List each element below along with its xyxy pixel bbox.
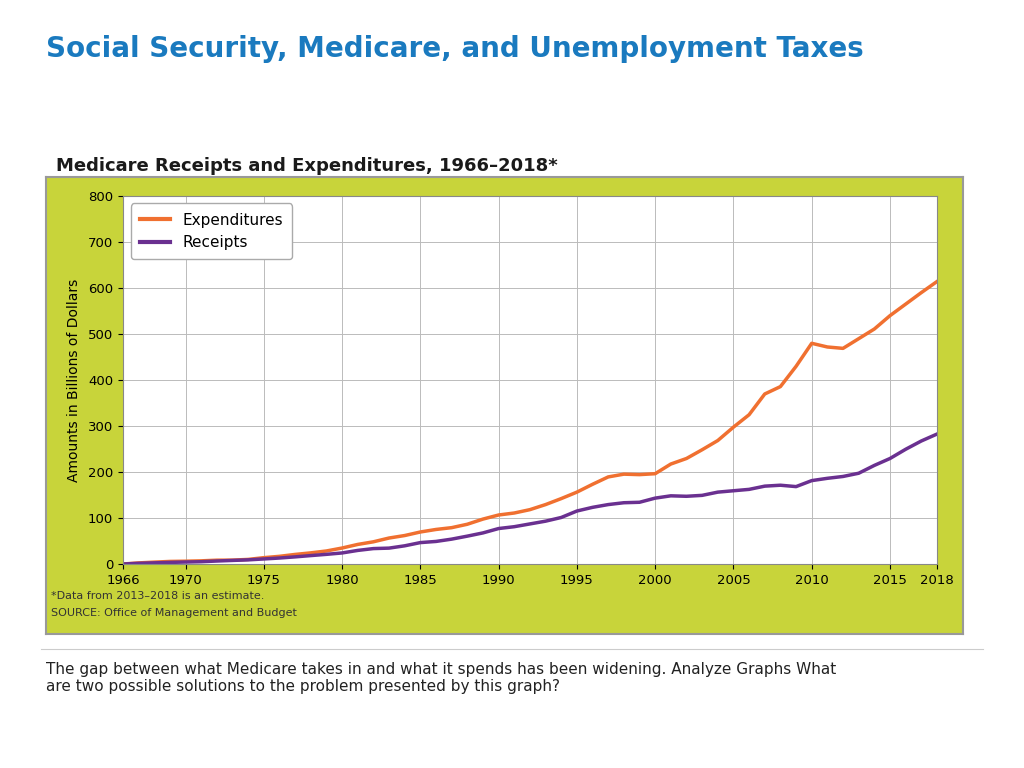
Text: SOURCE: Office of Management and Budget: SOURCE: Office of Management and Budget [51,608,297,618]
Y-axis label: Amounts in Billions of Dollars: Amounts in Billions of Dollars [67,279,81,482]
Text: Medicare Receipts and Expenditures, 1966–2018*: Medicare Receipts and Expenditures, 1966… [56,157,558,175]
Legend: Expenditures, Receipts: Expenditures, Receipts [130,204,292,260]
Text: The gap between what Medicare takes in and what it spends has been widening. Ana: The gap between what Medicare takes in a… [46,662,837,694]
Text: *Data from 2013–2018 is an estimate.: *Data from 2013–2018 is an estimate. [51,591,264,601]
Text: Social Security, Medicare, and Unemployment Taxes: Social Security, Medicare, and Unemploym… [46,35,864,62]
